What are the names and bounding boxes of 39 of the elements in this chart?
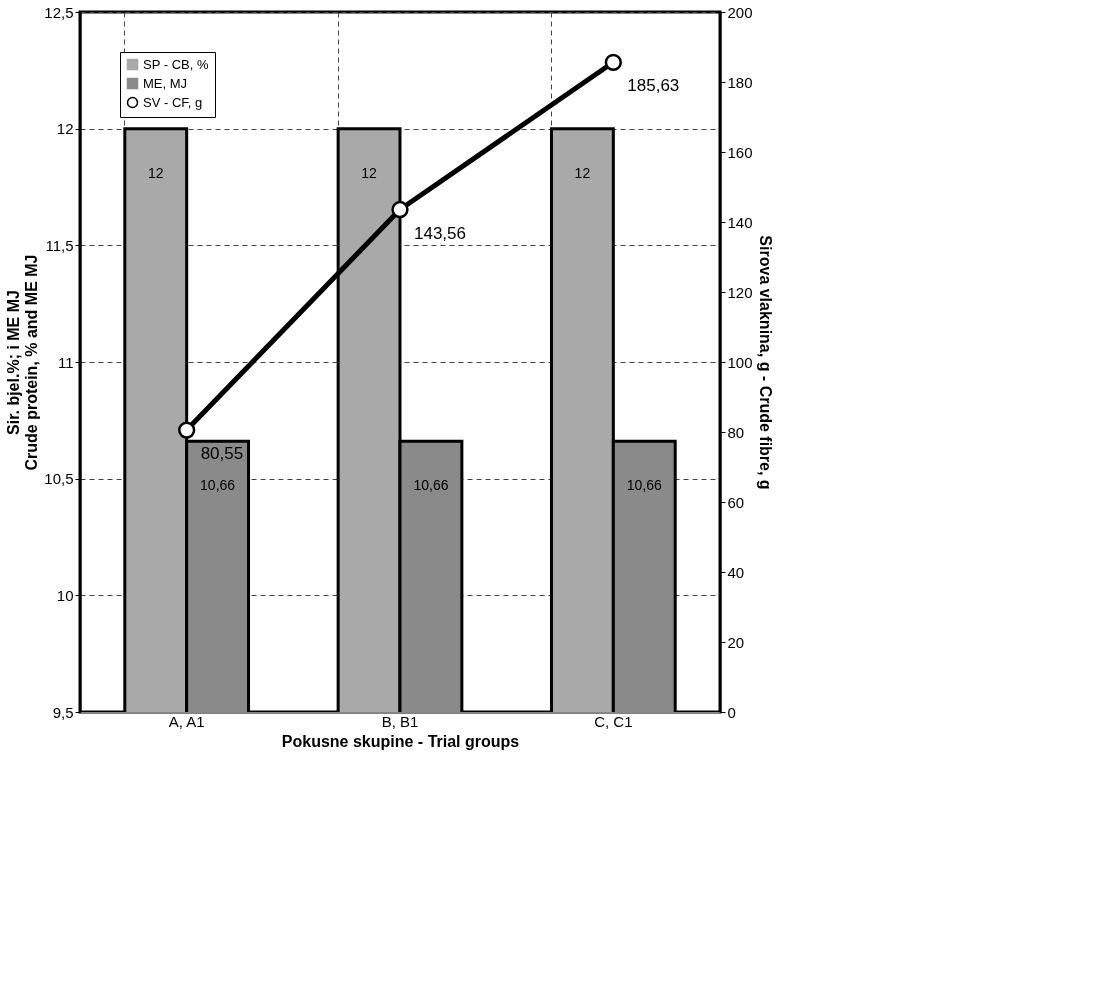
y2-tick-label: 120: [727, 283, 753, 301]
x-axis-title: Pokusne skupine - Trial groups: [281, 732, 520, 750]
legend-label: SP - CB, %: [143, 56, 209, 72]
y-tick-label: 12: [56, 120, 74, 138]
y-tick-label: 9,5: [52, 703, 74, 721]
x-tick-label: A, A1: [168, 712, 205, 730]
legend-label: SV - CF, g: [143, 94, 203, 110]
data-label: 12: [147, 164, 164, 181]
data-label: 12: [361, 164, 378, 181]
data-label: 10,66: [626, 477, 662, 494]
data-label: 12: [574, 164, 591, 181]
y-tick-label: 10,5: [44, 470, 74, 488]
y2-tick-label: 180: [727, 73, 753, 91]
x-tick-label: B, B1: [381, 712, 419, 730]
data-label: 80,55: [200, 444, 244, 464]
y-tick-label: 12,5: [44, 3, 74, 21]
y-tick-label: 11: [57, 353, 74, 371]
y2-tick-label: 40: [727, 563, 745, 581]
data-label: 10,66: [200, 477, 236, 494]
data-label: 143,56: [414, 223, 466, 243]
y-tick-label: 10: [56, 586, 74, 604]
data-label: 185,63: [627, 76, 680, 96]
y2-tick-label: 60: [727, 493, 745, 511]
data-label: 10,66: [413, 477, 449, 494]
y2-tick-label: 200: [727, 3, 753, 21]
point: [391, 200, 409, 219]
y2-tick-label: 140: [727, 213, 753, 231]
y2-tick-label: 20: [727, 633, 745, 651]
y2-tick-label: 0: [727, 703, 736, 721]
y-tick-label: 11,5: [45, 236, 74, 254]
y2-axis-title: Sirova vlaknina, g - Crude fibre, g: [756, 235, 774, 490]
point: [178, 421, 196, 439]
y2-tick-label: 160: [727, 143, 753, 161]
legend-label: ME, MJ: [143, 75, 188, 91]
y2-tick-label: 80: [727, 423, 745, 441]
x-tick-label: C, C1: [594, 712, 633, 730]
point: [604, 53, 622, 71]
y-axis-title: Sir. bjel.%; i ME MJ Crude protein, % and ME MJ: [5, 254, 41, 471]
y2-tick-label: 100: [727, 353, 753, 371]
